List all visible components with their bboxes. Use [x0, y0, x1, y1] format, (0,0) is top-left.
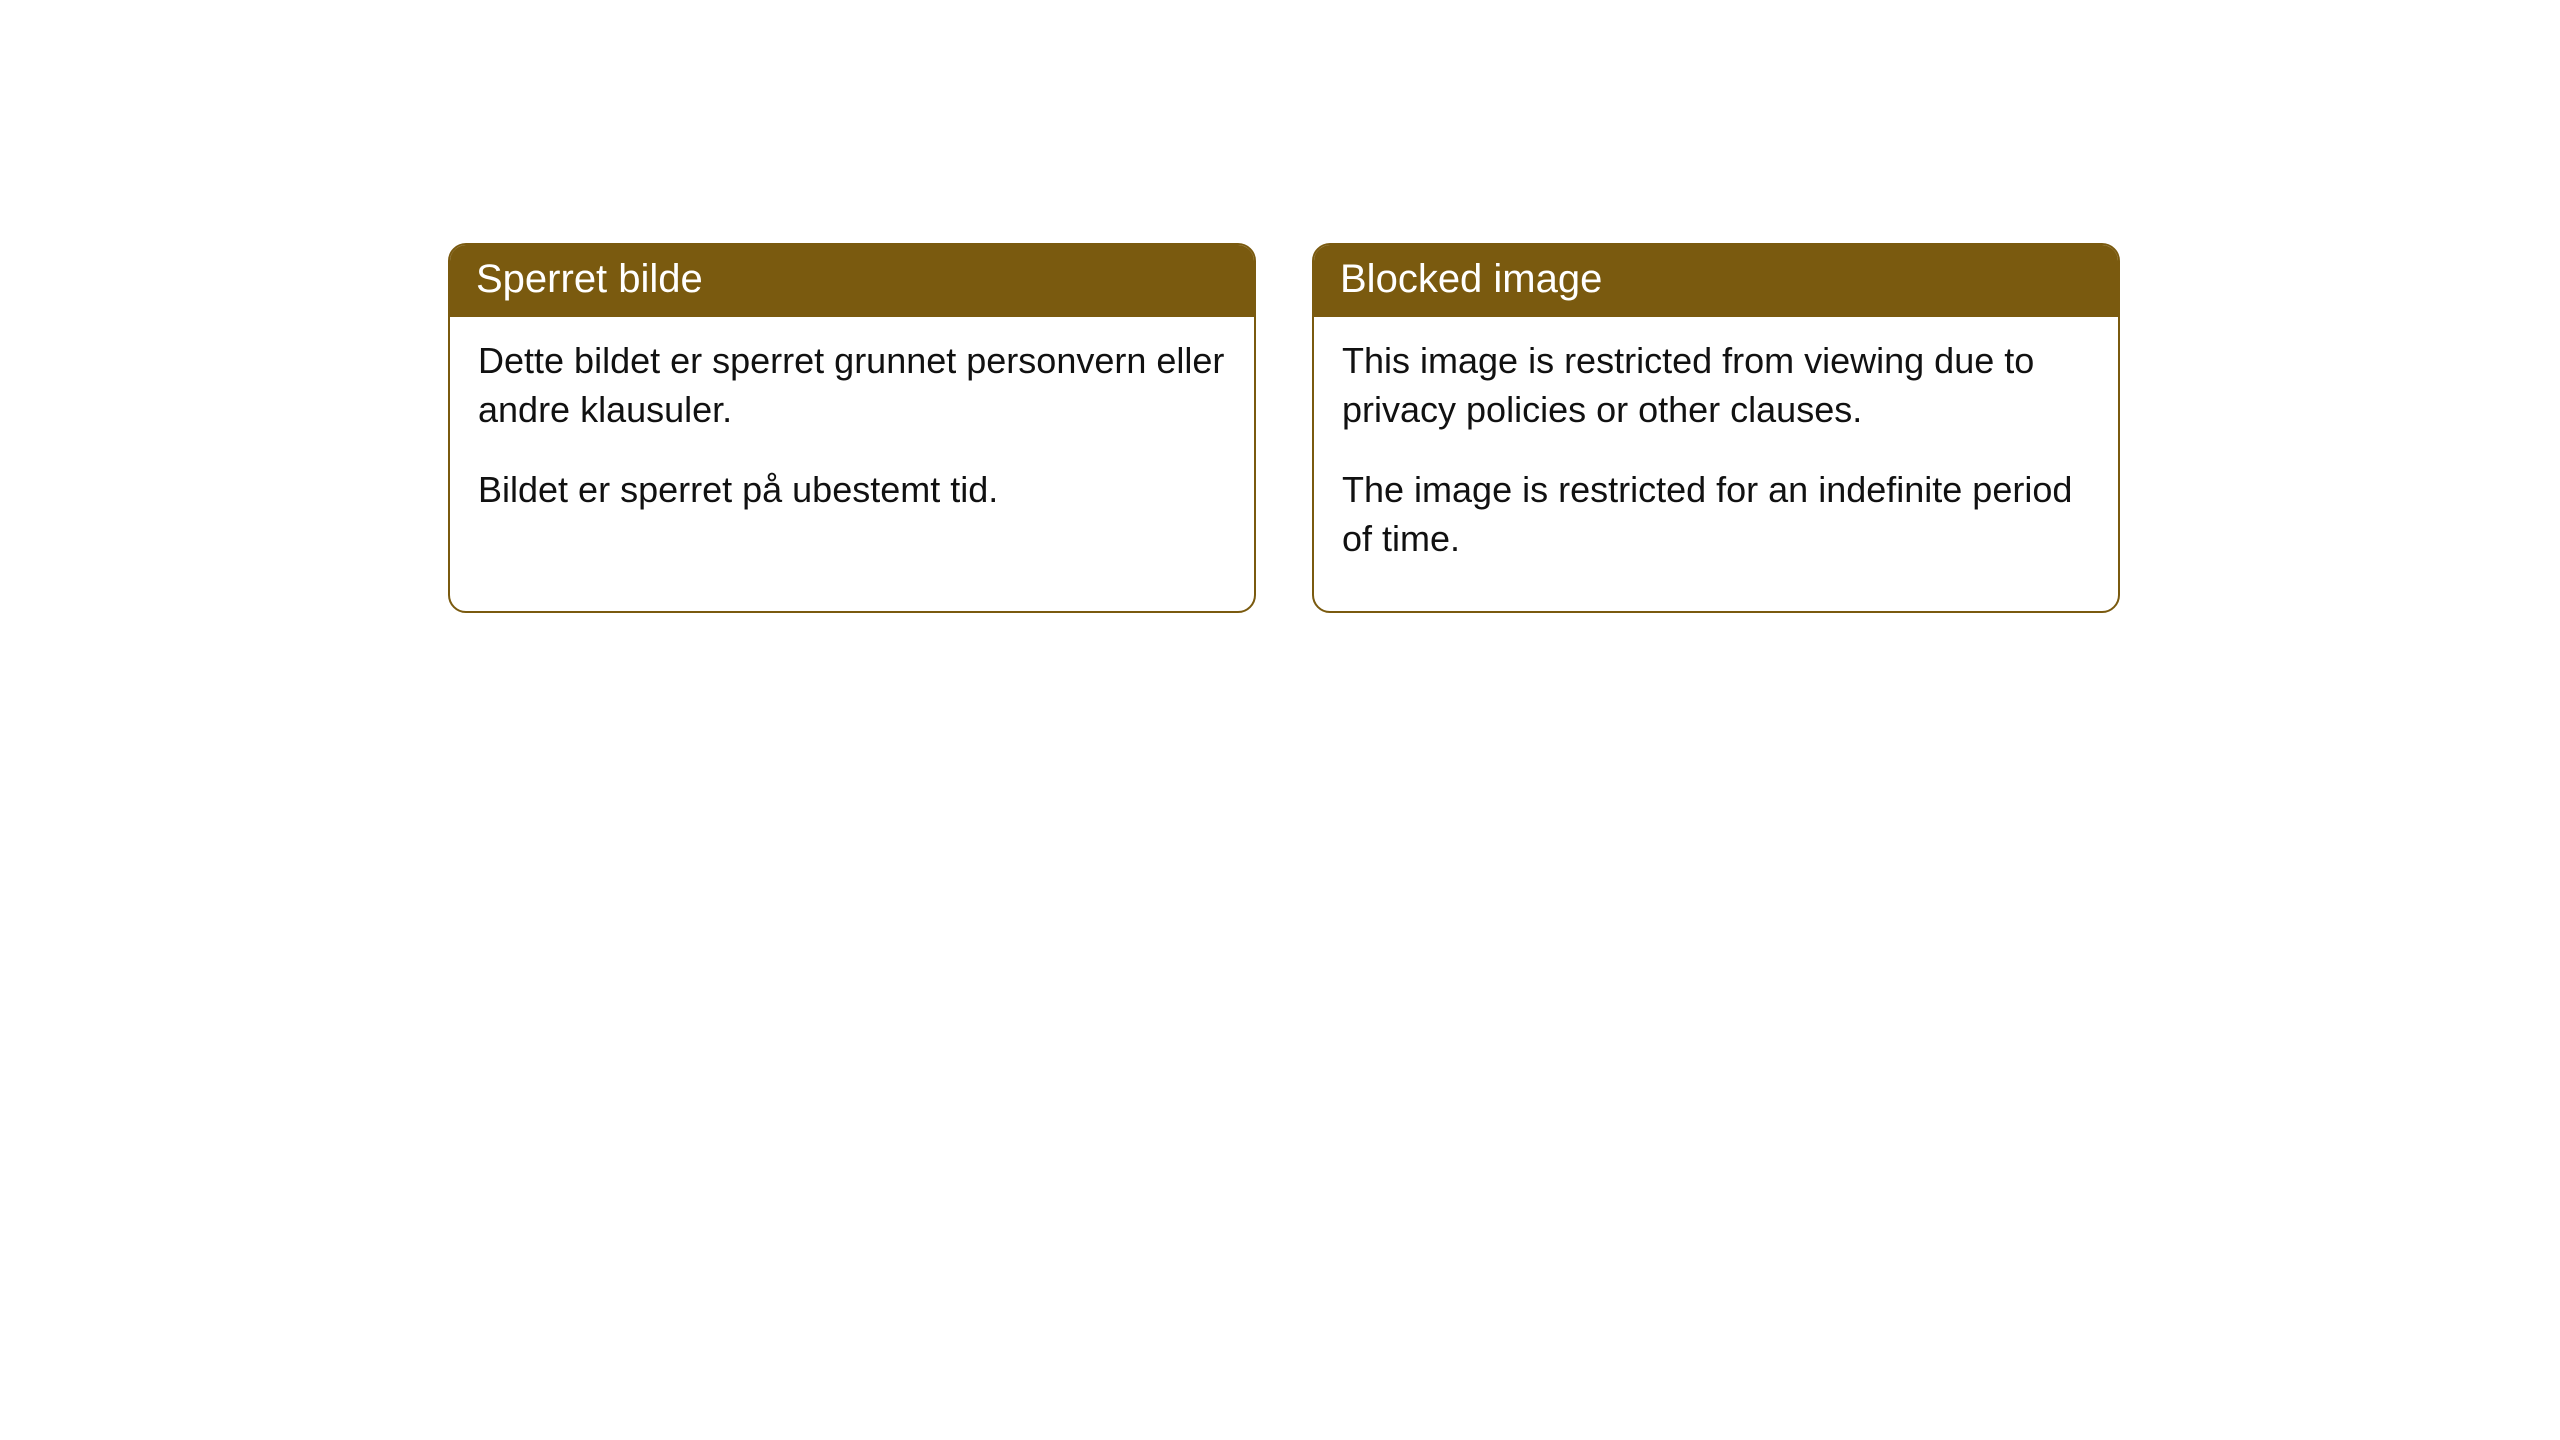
notice-card-english: Blocked image This image is restricted f…	[1312, 243, 2120, 613]
card-header: Blocked image	[1314, 245, 2118, 317]
card-paragraph: Bildet er sperret på ubestemt tid.	[478, 466, 1226, 515]
notice-cards-container: Sperret bilde Dette bildet er sperret gr…	[448, 243, 2120, 613]
card-paragraph: The image is restricted for an indefinit…	[1342, 466, 2090, 563]
notice-card-norwegian: Sperret bilde Dette bildet er sperret gr…	[448, 243, 1256, 613]
card-paragraph: This image is restricted from viewing du…	[1342, 337, 2090, 434]
card-body: Dette bildet er sperret grunnet personve…	[450, 317, 1254, 563]
card-header: Sperret bilde	[450, 245, 1254, 317]
card-paragraph: Dette bildet er sperret grunnet personve…	[478, 337, 1226, 434]
card-body: This image is restricted from viewing du…	[1314, 317, 2118, 611]
